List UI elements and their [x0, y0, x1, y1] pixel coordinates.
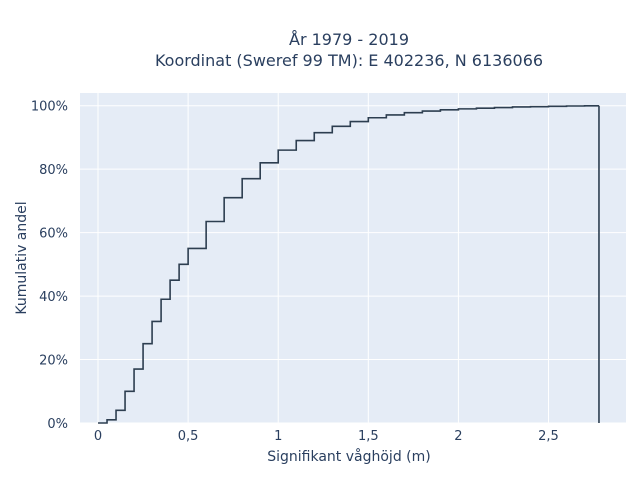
x-tick-label: 2,5: [538, 429, 559, 444]
y-tick-labels: 0% 20% 40% 60% 80% 100%: [31, 100, 68, 432]
y-tick-label: 100%: [31, 100, 68, 115]
y-axis-title: Kumulativ andel: [14, 201, 30, 314]
y-tick-label: 60%: [39, 227, 68, 242]
x-axis-title: Signifikant våghöjd (m): [267, 448, 430, 465]
x-tick-label: 2: [454, 429, 462, 444]
y-tick-label: 0%: [47, 417, 68, 432]
plot-area: [80, 93, 626, 423]
x-tick-label: 1: [274, 429, 282, 444]
x-tick-label: 0,5: [178, 429, 199, 444]
x-tick-label: 0: [94, 429, 102, 444]
y-tick-label: 80%: [39, 163, 68, 178]
x-tick-labels: 0 0,5 1 1,5 2 2,5: [94, 429, 559, 444]
chart-title-line-2: Koordinat (Sweref 99 TM): E 402236, N 61…: [155, 51, 543, 70]
y-tick-label: 20%: [39, 354, 68, 369]
grid: [80, 93, 626, 424]
x-tick-label: 1,5: [358, 429, 379, 444]
chart-title-line-1: År 1979 - 2019: [289, 30, 409, 49]
y-tick-label: 40%: [39, 290, 68, 305]
series-lines: [98, 105, 600, 424]
series-line: [98, 105, 600, 424]
